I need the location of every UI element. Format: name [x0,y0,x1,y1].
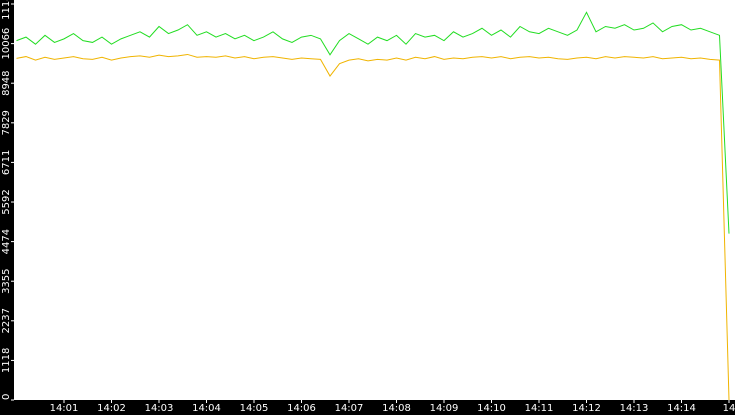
y-tick-label: 3355 [1,268,12,293]
y-tick-label: 2237 [1,308,12,333]
series-line [16,53,730,401]
x-tick-label: 14:04 [192,403,221,414]
y-tick-label: 0 [1,394,12,400]
x-tick-label: 14:08 [382,403,411,414]
x-tick-label: 14:13 [620,403,649,414]
y-tick-label: 7829 [1,110,12,135]
x-tick-label: 14:12 [572,403,601,414]
y-tick-label: 4474 [1,229,12,254]
x-tick-label: 14:05 [240,403,269,414]
x-tick-label: 14:14 [667,403,696,414]
x-tick-label: 14:10 [477,403,506,414]
x-tick-label: 14:06 [287,403,316,414]
y-tick-label: 5592 [1,189,12,214]
y-tick-label: 8948 [1,70,12,95]
y-tick-label: 11185 [1,0,12,20]
y-tick-label: 6711 [1,150,12,175]
series-line [16,11,730,234]
x-tick-label: 14:11 [525,403,554,414]
x-tick-label: 14:01 [50,403,79,414]
y-axis-band [0,0,14,415]
y-tick-label: 10066 [1,28,12,60]
x-tick-label: 14 [723,403,735,414]
x-axis-band [0,400,735,415]
x-tick-label: 14:07 [335,403,364,414]
x-tick-label: 14:02 [97,403,126,414]
x-tick-label: 14:09 [430,403,459,414]
y-tick-label: 1118 [1,348,12,373]
x-tick-label: 14:03 [145,403,174,414]
